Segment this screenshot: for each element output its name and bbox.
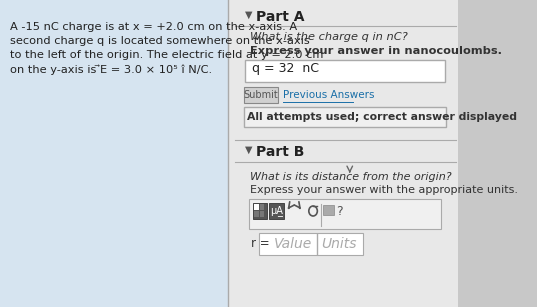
FancyBboxPatch shape <box>244 87 278 103</box>
Text: Units: Units <box>321 237 357 251</box>
Text: μA̲: μA̲ <box>270 205 283 216</box>
FancyBboxPatch shape <box>245 60 445 82</box>
FancyBboxPatch shape <box>323 205 333 215</box>
Text: What is its distance from the origin?: What is its distance from the origin? <box>250 172 452 182</box>
Text: What is the charge q in nC?: What is the charge q in nC? <box>250 32 408 42</box>
FancyBboxPatch shape <box>268 203 284 219</box>
FancyBboxPatch shape <box>244 107 446 127</box>
Text: Value: Value <box>273 237 312 251</box>
FancyBboxPatch shape <box>260 211 264 217</box>
Text: Submit: Submit <box>244 90 278 100</box>
FancyBboxPatch shape <box>260 204 264 210</box>
Text: ▼: ▼ <box>245 145 252 155</box>
Text: Part B: Part B <box>256 145 304 159</box>
Text: q = 32  nC: q = 32 nC <box>252 62 318 75</box>
FancyBboxPatch shape <box>259 233 364 255</box>
Text: to the left of the origin. The electric field at y = 2.0 cm: to the left of the origin. The electric … <box>10 50 324 60</box>
FancyBboxPatch shape <box>0 0 228 307</box>
Text: ?: ? <box>336 205 343 218</box>
Text: Express your answer in nanocoulombs.: Express your answer in nanocoulombs. <box>250 46 502 56</box>
FancyBboxPatch shape <box>228 0 458 307</box>
Text: A -15 nC charge is at x = +2.0 cm on the x-axis. A: A -15 nC charge is at x = +2.0 cm on the… <box>10 22 297 32</box>
Text: r =: r = <box>251 237 270 250</box>
FancyBboxPatch shape <box>254 211 259 217</box>
Text: second charge q is located somewhere on the x-axis: second charge q is located somewhere on … <box>10 36 310 46</box>
Text: All attempts used; correct answer displayed: All attempts used; correct answer displa… <box>246 112 517 122</box>
Text: Previous Answers: Previous Answers <box>283 90 375 100</box>
Text: on the y-axis is ⃗E = 3.0 × 10⁵ î N/C.: on the y-axis is ⃗E = 3.0 × 10⁵ î N/C. <box>10 64 212 75</box>
FancyBboxPatch shape <box>249 199 441 229</box>
FancyBboxPatch shape <box>254 204 259 210</box>
Text: ▼: ▼ <box>245 10 252 20</box>
FancyBboxPatch shape <box>253 203 267 219</box>
Text: Express your answer with the appropriate units.: Express your answer with the appropriate… <box>250 185 518 195</box>
Text: Part A: Part A <box>256 10 304 24</box>
